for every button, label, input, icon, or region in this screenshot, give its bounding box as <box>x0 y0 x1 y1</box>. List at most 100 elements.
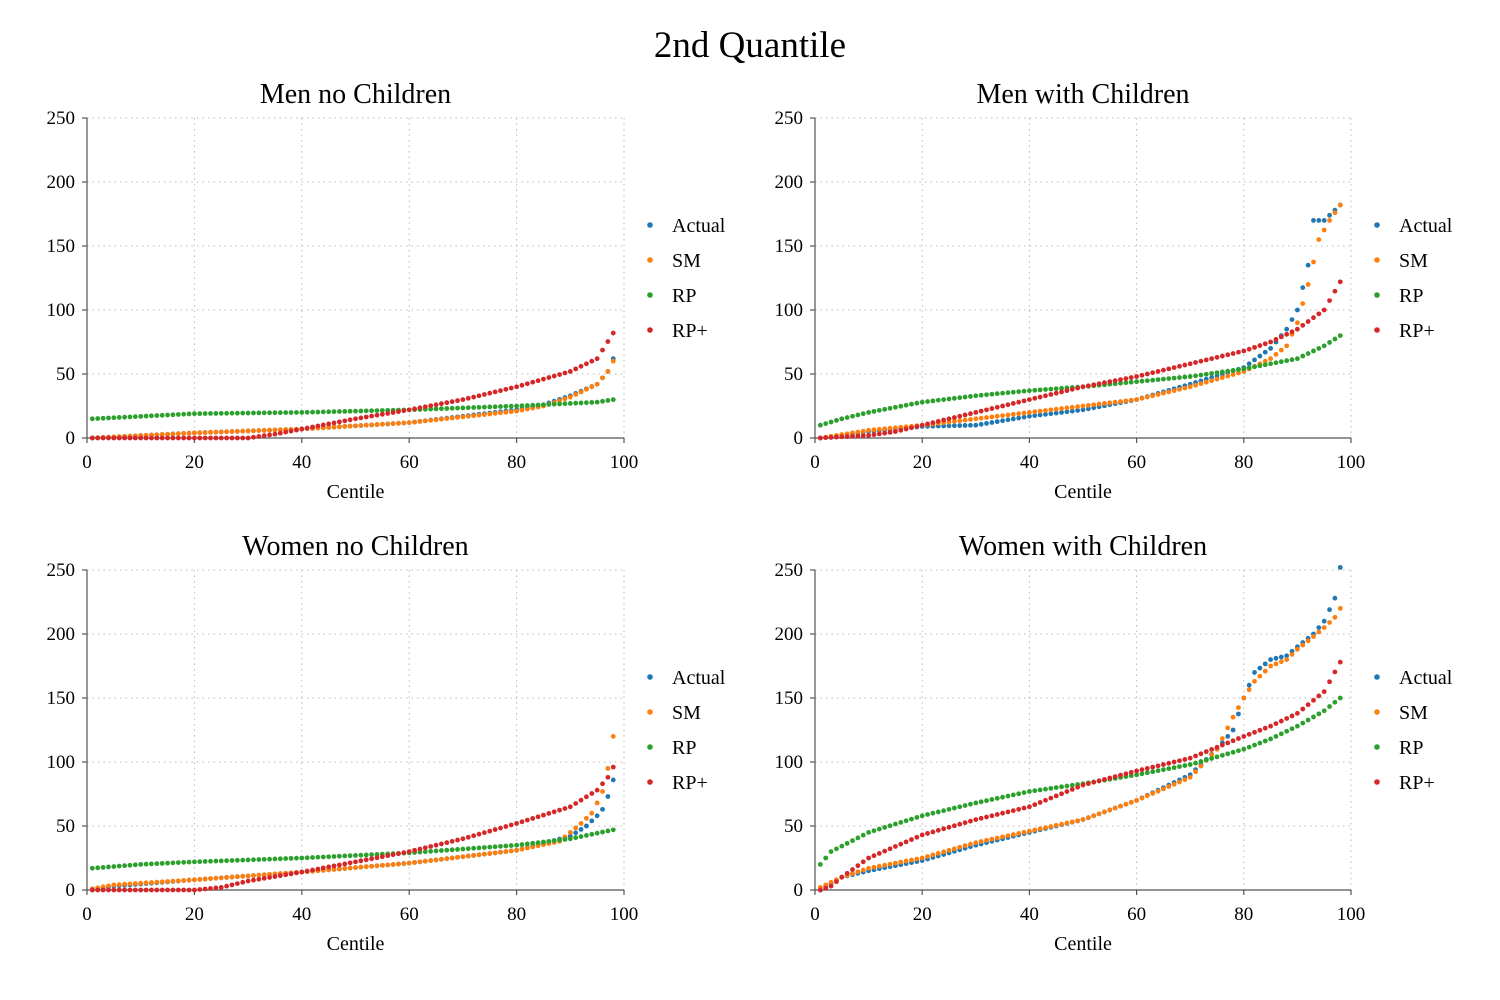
data-point <box>1118 377 1123 383</box>
data-point <box>149 887 154 893</box>
data-point <box>1128 773 1134 779</box>
data-point <box>347 860 353 866</box>
data-point <box>1155 788 1161 794</box>
data-point <box>600 398 605 404</box>
x-tick-label: 20 <box>185 452 204 473</box>
data-point <box>962 843 968 849</box>
data-point <box>935 850 941 856</box>
data-point <box>1053 410 1059 416</box>
data-point <box>594 787 600 793</box>
y-tick-label: 150 <box>47 236 76 257</box>
legend-label: RP+ <box>672 772 708 794</box>
data-point <box>132 435 138 441</box>
data-point <box>876 407 882 413</box>
panel-4: 0 50 100 150 200 250 0 20 40 60 80 100 Women with Ch… <box>775 531 1453 955</box>
data-point <box>1193 769 1198 775</box>
data-point <box>1000 418 1005 424</box>
series-actual <box>89 356 616 441</box>
data-point <box>234 435 240 441</box>
data-point <box>823 885 829 891</box>
data-point <box>1059 784 1064 790</box>
y-tick-label: 50 <box>784 364 803 385</box>
legend-label: Actual <box>672 667 726 689</box>
data-point <box>605 398 611 403</box>
data-point <box>170 887 176 893</box>
data-point <box>530 844 536 850</box>
data-point <box>234 881 240 886</box>
data-point <box>866 433 871 438</box>
data-point <box>589 400 595 405</box>
data-point <box>1268 361 1273 367</box>
data-point <box>363 414 369 420</box>
data-point <box>288 855 294 861</box>
data-point <box>89 887 95 893</box>
data-point <box>1091 779 1097 785</box>
data-point <box>882 430 888 436</box>
data-point <box>95 865 101 871</box>
data-point <box>1010 389 1016 395</box>
data-point <box>433 848 439 854</box>
data-point <box>610 827 616 833</box>
data-point <box>315 423 321 429</box>
data-point <box>1187 384 1193 390</box>
data-point <box>1332 288 1338 294</box>
data-point <box>379 421 385 427</box>
data-point <box>1209 371 1215 376</box>
data-point <box>487 828 493 834</box>
data-point <box>1284 653 1290 659</box>
data-point <box>1316 346 1322 351</box>
data-point <box>573 366 579 372</box>
data-point <box>1139 372 1145 378</box>
data-point <box>412 406 417 412</box>
data-point <box>1198 751 1204 757</box>
data-point <box>481 412 487 417</box>
data-point <box>487 844 493 850</box>
data-point <box>471 405 477 410</box>
data-point <box>573 392 579 397</box>
x-tick-label: 60 <box>400 904 419 925</box>
data-point <box>828 879 834 885</box>
data-point <box>844 870 850 876</box>
data-point <box>283 429 289 435</box>
data-point <box>871 828 877 834</box>
legend-label: RP <box>672 285 696 307</box>
data-point <box>994 404 1000 410</box>
data-point <box>1182 374 1188 380</box>
data-point <box>1300 720 1306 726</box>
data-point <box>1262 349 1268 355</box>
data-point <box>181 435 187 441</box>
data-point <box>957 395 963 401</box>
data-point <box>968 422 973 428</box>
data-point <box>1102 401 1107 406</box>
data-point <box>1273 661 1279 667</box>
data-point <box>374 412 380 418</box>
data-point <box>256 876 262 882</box>
data-point <box>1000 794 1005 800</box>
data-point <box>1236 349 1241 355</box>
data-point <box>1043 411 1048 417</box>
data-point <box>584 386 589 392</box>
data-point <box>984 421 989 426</box>
data-point <box>251 873 256 878</box>
data-point <box>1069 408 1075 414</box>
x-tick-label: 20 <box>185 904 204 925</box>
data-point <box>138 435 144 441</box>
data-point <box>1316 629 1322 635</box>
data-point <box>584 823 589 829</box>
data-point <box>1230 749 1236 755</box>
data-point <box>1278 659 1284 665</box>
data-point <box>600 829 605 835</box>
data-point <box>1177 758 1182 764</box>
data-point <box>1069 386 1075 392</box>
data-point <box>181 887 187 893</box>
data-point <box>444 856 450 862</box>
data-point <box>1123 771 1129 777</box>
data-point <box>600 789 605 794</box>
y-tick-label: 250 <box>775 108 804 129</box>
data-point <box>234 410 240 416</box>
data-point <box>951 805 957 811</box>
data-point <box>1262 738 1268 744</box>
data-point <box>1128 375 1134 380</box>
data-point <box>1005 417 1011 423</box>
data-point <box>229 429 235 434</box>
